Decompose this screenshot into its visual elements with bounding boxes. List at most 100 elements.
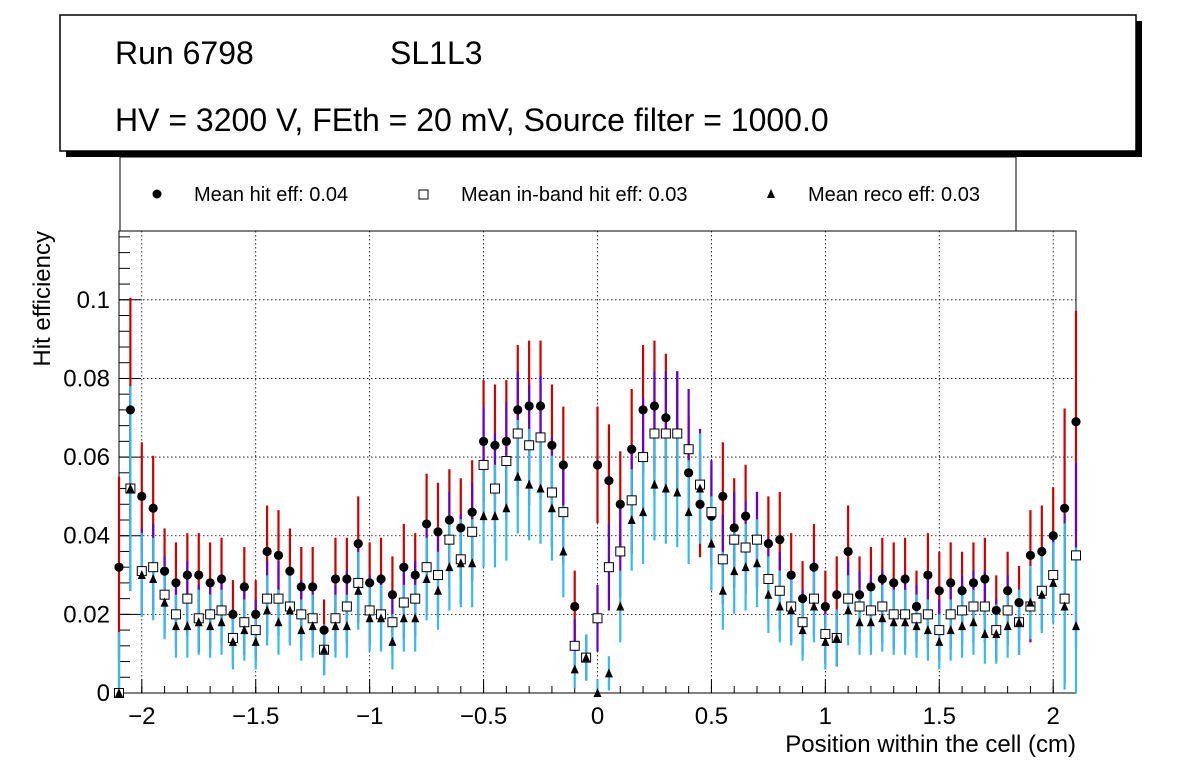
data-point-inband <box>170 609 181 620</box>
data-point-hit <box>501 436 511 446</box>
data-point-reco <box>308 621 317 631</box>
data-point-reco <box>832 632 841 642</box>
data-point-reco <box>673 487 682 497</box>
data-point-inband <box>877 601 888 612</box>
data-point-hit <box>228 609 238 619</box>
data-point-reco <box>422 573 431 583</box>
data-point-hit <box>547 440 557 450</box>
data-point-reco <box>730 566 739 576</box>
data-point-reco <box>285 605 294 615</box>
data-point-hit <box>535 401 546 411</box>
x-tick-label: 1.5 <box>923 703 956 730</box>
data-point-hit <box>308 582 318 592</box>
data-point-reco <box>490 511 499 521</box>
data-point-hit <box>957 586 967 596</box>
data-point-inband <box>182 593 193 604</box>
data-point-hit <box>615 499 625 509</box>
data-point-reco <box>228 636 237 646</box>
data-point-hit <box>741 511 751 521</box>
data-point-reco <box>183 621 192 631</box>
data-point-inband <box>763 573 774 584</box>
data-point-hit <box>273 550 284 560</box>
data-point-reco <box>411 613 420 623</box>
data-point-hit <box>387 590 398 600</box>
y-tick-label: 0.04 <box>63 523 110 550</box>
data-point-hit <box>558 460 568 470</box>
data-point-reco <box>741 562 750 572</box>
data-point-hit <box>877 574 887 584</box>
data-point-reco <box>388 636 397 646</box>
data-point-reco <box>377 613 386 623</box>
data-point-hit <box>194 570 204 580</box>
data-point-inband <box>979 601 990 612</box>
data-point-inband <box>410 593 421 604</box>
data-point-inband <box>922 609 933 620</box>
data-point-inband <box>706 507 717 518</box>
x-tick-label: 0 <box>591 703 604 730</box>
data-point-reco <box>1003 621 1012 631</box>
data-point-hit <box>889 578 899 588</box>
data-point-hit <box>797 594 808 604</box>
data-point-reco <box>1072 621 1080 631</box>
x-axis-label: Position within the cell (cm) <box>785 731 1076 758</box>
data-point-hit <box>444 515 454 525</box>
data-point-inband <box>615 546 626 557</box>
data-point-reco <box>137 570 146 580</box>
data-point-reco <box>798 625 807 635</box>
data-point-inband <box>489 483 500 494</box>
data-point-hit <box>934 586 944 596</box>
data-point-inband <box>729 534 740 545</box>
data-point-hit <box>478 436 489 446</box>
axis-ticks <box>118 236 1077 694</box>
data-point-reco <box>525 479 534 489</box>
data-point-hit <box>923 570 933 580</box>
data-point-inband <box>387 617 398 628</box>
data-point-reco <box>661 483 670 493</box>
data-point-reco <box>946 625 955 635</box>
data-point-hit <box>513 405 523 415</box>
data-point-hit <box>296 582 306 592</box>
data-point-reco <box>889 617 898 627</box>
legend-marker-triangle <box>767 189 775 198</box>
data-point-hit <box>763 538 773 549</box>
data-point-reco <box>604 668 613 678</box>
data-point-reco <box>707 538 716 548</box>
layer-label: SL1L3 <box>390 35 483 71</box>
data-point-inband <box>433 570 443 581</box>
y-tick-label: 0.06 <box>63 444 110 471</box>
data-point-inband <box>501 456 512 467</box>
data-point-reco <box>923 625 932 635</box>
data-point-hit <box>1060 503 1070 513</box>
data-point-hit <box>718 491 728 502</box>
data-point-reco <box>821 636 830 646</box>
data-point-reco <box>775 601 784 611</box>
data-point-hit <box>854 590 865 600</box>
data-point-hit <box>490 440 500 450</box>
data-point-inband <box>478 459 489 470</box>
data-point-reco <box>718 585 727 595</box>
data-point-hit <box>182 570 192 580</box>
data-point-hit <box>1003 586 1013 596</box>
data-point-inband <box>421 562 432 573</box>
data-point-reco <box>263 605 272 615</box>
x-tick-label: −1 <box>356 703 383 730</box>
data-point-hit <box>125 405 135 415</box>
data-point-reco <box>171 621 180 631</box>
data-point-reco <box>1049 577 1058 587</box>
data-point-inband <box>717 554 728 565</box>
data-point-inband <box>865 605 876 616</box>
legend-marker-circle <box>152 189 162 199</box>
data-point-reco <box>160 597 169 607</box>
data-point-inband <box>148 562 159 573</box>
data-point-hit <box>980 574 990 584</box>
data-point-reco <box>126 483 135 493</box>
x-tick-label: −0.5 <box>460 703 507 730</box>
data-point-hit <box>1037 546 1047 557</box>
data-point-inband <box>535 432 546 443</box>
data-point-hit <box>159 566 170 576</box>
data-point-inband <box>273 593 284 604</box>
data-point-reco <box>1037 589 1046 599</box>
data-markers <box>114 401 1081 698</box>
data-point-inband <box>341 601 352 612</box>
data-point-hit <box>1071 417 1081 427</box>
